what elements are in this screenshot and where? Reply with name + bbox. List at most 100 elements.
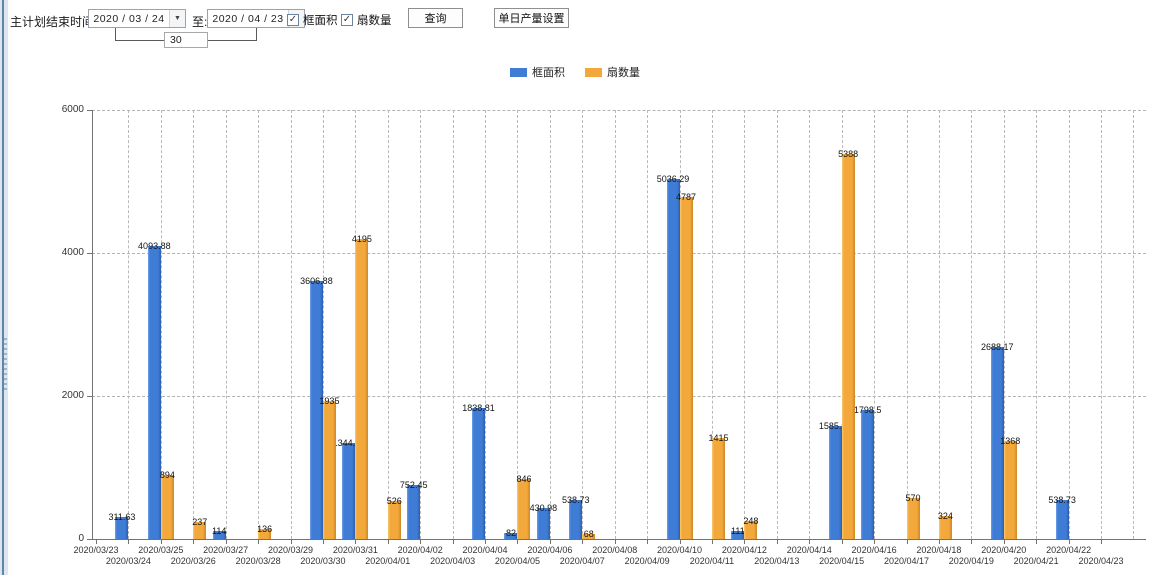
connector-line-right-horizontal [208, 40, 257, 41]
x-gridline [1036, 110, 1038, 539]
bar-sash-count [387, 501, 401, 539]
x-axis-tick [452, 540, 454, 544]
bar-value-label: 68 [583, 529, 594, 540]
interval-days-value: 30 [170, 34, 182, 46]
x-gridline [906, 110, 908, 539]
sash-count-check-icon[interactable]: ✓ [341, 14, 353, 26]
y-axis-tick [87, 253, 92, 254]
frame-area-checkbox[interactable]: ✓ 框面积 [287, 12, 338, 28]
connector-line-left-horizontal [115, 40, 164, 41]
bar-frame-area [504, 533, 518, 539]
x-axis-label: 2020/04/13 [754, 556, 800, 566]
x-axis-tick [647, 540, 649, 544]
x-axis-tick [225, 540, 227, 544]
x-axis-tick [160, 540, 162, 544]
sash-count-checkbox[interactable]: ✓ 扇数量 [341, 12, 392, 28]
frame-area-checkbox-label: 框面积 [303, 15, 338, 27]
bar-sash-count [582, 534, 596, 539]
bar-frame-area [309, 281, 323, 539]
x-axis-tick [1003, 540, 1005, 544]
x-axis-label: 2020/04/18 [916, 545, 962, 555]
x-axis-tick [1036, 540, 1038, 544]
bar-frame-area [147, 246, 161, 539]
bar-value-label: 248 [743, 516, 759, 527]
x-gridline [1068, 110, 1070, 539]
x-axis-label: 2020/03/30 [300, 556, 346, 566]
x-gridline [420, 110, 422, 539]
x-axis-label: 2020/04/02 [397, 545, 443, 555]
window-left-edge [0, 0, 8, 575]
x-gridline [1003, 110, 1005, 539]
bar-value-label: 4787 [676, 191, 697, 202]
x-axis-label: 2020/04/03 [430, 556, 476, 566]
y-axis-label: 2000 [61, 390, 84, 401]
date-to-value[interactable]: 2020 / 04 / 23 [212, 12, 284, 25]
x-axis-label: 2020/04/21 [1013, 556, 1059, 566]
x-gridline [160, 110, 162, 539]
bar-frame-area [828, 425, 842, 539]
date-from-dropdown-icon[interactable]: ▼ [169, 10, 185, 27]
x-axis-label: 2020/04/15 [819, 556, 865, 566]
bar-value-label: 1935 [319, 395, 340, 406]
x-axis-tick [549, 540, 551, 544]
legend-item-frame-area: 框面积 [510, 64, 565, 80]
x-gridline [549, 110, 551, 539]
x-gridline [647, 110, 649, 539]
bar-frame-area [1055, 500, 1069, 539]
legend-item-sash-count: 扇数量 [585, 64, 640, 80]
x-axis-label: 2020/03/23 [73, 545, 119, 555]
y-axis-tick [87, 396, 92, 397]
x-axis-label: 2020/04/08 [592, 545, 638, 555]
x-axis-label: 2020/04/05 [494, 556, 540, 566]
bar-value-label: 752.45 [399, 480, 428, 491]
x-axis-tick [711, 540, 713, 544]
bar-value-label: 311.63 [108, 511, 136, 522]
date-from-value[interactable]: 2020 / 03 / 24 [93, 12, 165, 25]
bar-value-label: 430.98 [529, 503, 558, 514]
date-from-picker[interactable]: 2020 / 03 / 24 ▼ [88, 9, 186, 28]
x-axis-tick [744, 540, 746, 544]
connector-line-right-vertical [256, 28, 257, 40]
chart-legend: 框面积 扇数量 [0, 64, 1150, 80]
x-axis-label: 2020/04/10 [657, 545, 703, 555]
interval-days-input[interactable]: 30 [164, 32, 208, 48]
legend-swatch-sash-count [585, 67, 602, 77]
x-gridline [225, 110, 227, 539]
splitter-grip-icon[interactable] [4, 338, 7, 390]
bar-sash-count [322, 400, 336, 539]
bar-value-label: 3606.88 [300, 276, 333, 287]
sash-count-checkbox-label: 扇数量 [357, 15, 392, 27]
x-axis-label: 2020/04/19 [948, 556, 994, 566]
x-gridline [258, 110, 260, 539]
bar-value-label: 1838.81 [462, 402, 495, 413]
x-axis-label: 2020/04/23 [1078, 556, 1124, 566]
legend-swatch-frame-area [510, 67, 527, 77]
bar-value-label: 4195 [351, 234, 372, 245]
y-axis-label: 0 [78, 533, 84, 544]
bar-frame-area [115, 516, 129, 539]
x-axis-tick [1101, 540, 1103, 544]
splitter-line[interactable] [2, 0, 4, 575]
daily-output-settings-button[interactable]: 单日产量设置 [494, 8, 569, 28]
query-button[interactable]: 查询 [408, 8, 463, 28]
y-axis-label: 4000 [61, 247, 84, 258]
x-axis-label: 2020/04/07 [559, 556, 605, 566]
x-axis-label: 2020/03/29 [267, 545, 314, 555]
bar-value-label: 111 [731, 526, 745, 537]
x-axis-tick [485, 540, 487, 544]
x-axis-line [92, 539, 1146, 540]
x-axis-label: 2020/04/17 [883, 556, 930, 566]
frame-area-check-icon[interactable]: ✓ [287, 14, 299, 26]
x-gridline [1133, 110, 1135, 539]
x-gridline [517, 110, 519, 539]
x-gridline [614, 110, 616, 539]
x-gridline [809, 110, 811, 539]
bar-sash-count [938, 515, 952, 539]
legend-label-sash-count: 扇数量 [607, 67, 640, 79]
bar-value-label: 114 [211, 525, 227, 536]
bar-frame-area [731, 531, 745, 539]
x-gridline [582, 110, 584, 539]
bar-value-label: 1585.96 [818, 420, 852, 431]
x-gridline [744, 110, 746, 539]
